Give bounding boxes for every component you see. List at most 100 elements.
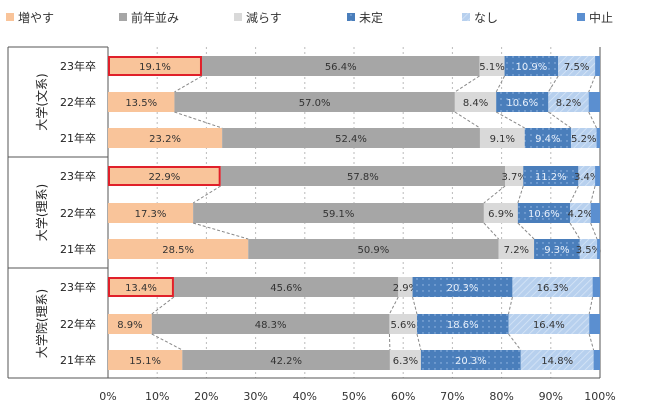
bar-segment-cancel <box>595 56 600 76</box>
x-tick-label: 70% <box>440 390 464 403</box>
bar-segment-undecided <box>412 277 513 297</box>
legend-label: 減らす <box>246 10 282 25</box>
highlight-box <box>108 166 221 186</box>
connector-line <box>192 222 249 240</box>
data-label: 5.2% <box>571 134 596 145</box>
data-label: 6.9% <box>488 209 513 220</box>
legend-label: なし <box>474 11 498 25</box>
row-label: 21年卒 <box>60 131 96 145</box>
data-label: 16.3% <box>537 283 569 294</box>
x-tick-label: 60% <box>391 390 415 403</box>
data-label: 4.2% <box>568 209 593 220</box>
data-label: 2.9% <box>393 283 418 294</box>
connector-line <box>588 75 596 93</box>
data-label: 13.5% <box>125 98 157 109</box>
bar-segment-cancel <box>590 203 600 223</box>
row-label: 23年卒 <box>60 280 96 294</box>
bar-segment-decrease <box>389 350 421 370</box>
bar-segment-none <box>570 128 597 148</box>
connector-line <box>517 185 524 204</box>
data-label: 19.1% <box>139 62 171 73</box>
legend-swatch <box>119 13 127 21</box>
bar-segment-none <box>548 92 589 112</box>
data-label: 8.9% <box>117 320 142 331</box>
bar-segment-undecided <box>504 56 559 76</box>
legend-swatch <box>6 13 14 21</box>
data-label: 59.1% <box>323 209 355 220</box>
x-tick-label: 0% <box>99 390 116 403</box>
data-label: 11.2% <box>535 172 567 183</box>
data-label: 14.8% <box>541 356 573 367</box>
bar-segment-increase <box>108 56 202 76</box>
connector-line <box>590 185 596 204</box>
x-tick-label: 20% <box>194 390 218 403</box>
bar-segment-increase <box>108 166 221 186</box>
bar-segment-undecided <box>534 239 580 259</box>
data-label: 10.9% <box>515 62 547 73</box>
bar-segment-increase <box>108 128 223 148</box>
bar-segment-increase <box>108 203 194 223</box>
bar-segment-increase <box>108 239 249 259</box>
bar-segment-decrease <box>389 314 417 334</box>
data-label: 56.4% <box>325 62 357 73</box>
bar-segment-undecided <box>496 92 549 112</box>
connector-line <box>483 222 500 240</box>
x-tick-label: 50% <box>342 390 366 403</box>
group-label: 大学院(理系) <box>34 289 49 358</box>
x-tick-label: 30% <box>243 390 267 403</box>
connector-line <box>174 111 223 129</box>
data-label: 3.5% <box>576 245 601 256</box>
bar-segment-decrease <box>479 56 505 76</box>
bar-segment-cancel <box>589 314 600 334</box>
data-label: 9.1% <box>490 134 515 145</box>
bar-segment-same <box>173 277 399 297</box>
connector-line <box>588 296 594 315</box>
data-label: 22.9% <box>148 172 180 183</box>
connector-line <box>569 222 581 240</box>
legend-swatch <box>462 13 470 21</box>
connector-line <box>508 296 513 315</box>
bar-segment-same <box>201 56 480 76</box>
connector-line <box>588 111 598 129</box>
bar-segment-decrease <box>483 203 518 223</box>
group-label: 大学(理系) <box>34 184 49 241</box>
data-label: 6.3% <box>393 356 418 367</box>
data-label: 23.2% <box>149 134 181 145</box>
bar-segment-cancel <box>592 277 600 297</box>
bar-segment-same <box>182 350 390 370</box>
data-label: 16.4% <box>533 320 565 331</box>
connector-line <box>192 185 221 204</box>
group-label: 大学(文系) <box>34 73 49 130</box>
connector-line <box>495 111 525 129</box>
legend-label: 中止 <box>589 10 613 25</box>
data-label: 48.3% <box>255 320 287 331</box>
bar-segment-increase <box>108 92 175 112</box>
bar-segment-decrease <box>398 277 413 297</box>
connector-line <box>388 296 399 315</box>
bar-segment-same <box>222 128 480 148</box>
bar-segment-none <box>578 166 596 186</box>
data-label: 5.1% <box>479 62 504 73</box>
bar-segment-none <box>508 314 590 334</box>
legend-swatch <box>577 13 585 21</box>
data-label: 45.6% <box>270 283 302 294</box>
x-tick-label: 10% <box>145 390 169 403</box>
x-tick-label: 90% <box>539 390 563 403</box>
x-tick-label: 80% <box>489 390 513 403</box>
highlight-box <box>108 277 174 297</box>
data-label: 15.1% <box>129 356 161 367</box>
data-label: 3.7% <box>501 172 526 183</box>
bar-segment-decrease <box>505 166 524 186</box>
bar-segment-increase <box>108 277 174 297</box>
legend-swatch <box>347 13 355 21</box>
bar-segment-increase <box>108 350 183 370</box>
data-label: 28.5% <box>162 245 194 256</box>
connector-line <box>548 111 572 129</box>
bar-segment-none <box>558 56 596 76</box>
data-label: 9.4% <box>535 134 560 145</box>
bar-segment-same <box>151 314 390 334</box>
bar-segment-decrease <box>454 92 497 112</box>
bar-segment-none <box>569 203 591 223</box>
